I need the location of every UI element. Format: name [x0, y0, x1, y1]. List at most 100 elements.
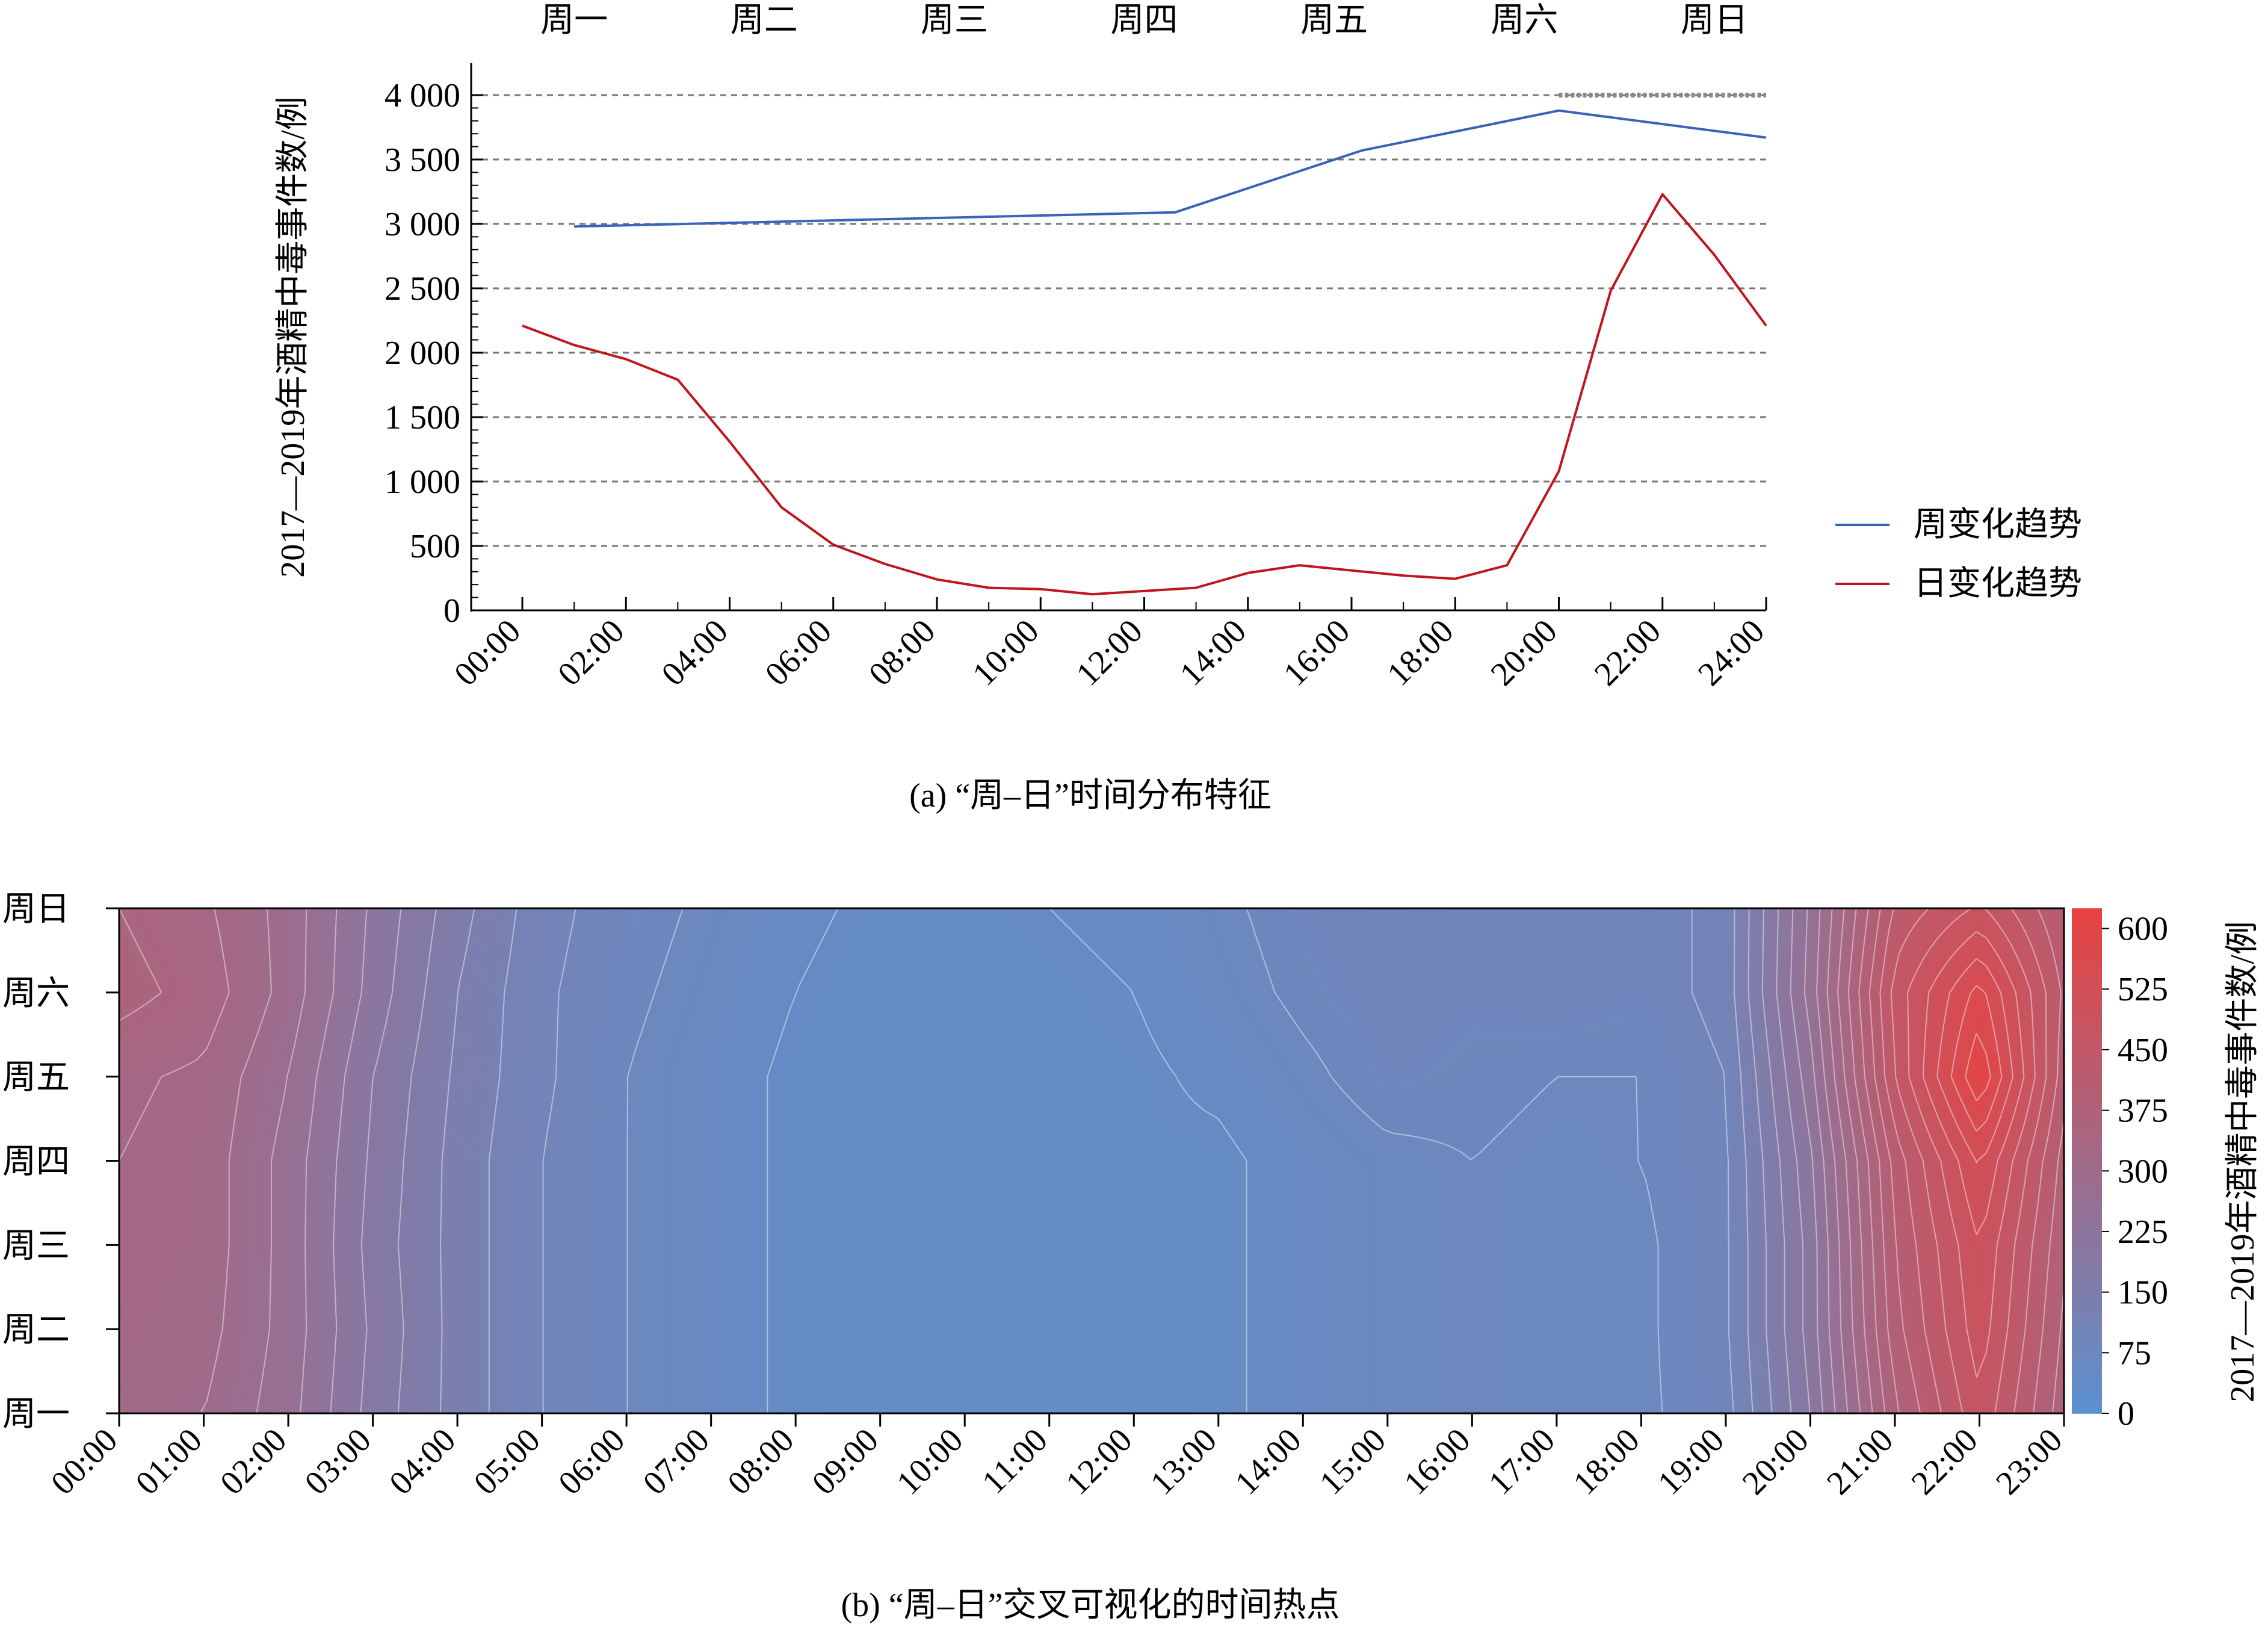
- heatmap-cell: [1197, 916, 1203, 920]
- heatmap-cell: [1968, 916, 1973, 920]
- heatmap-cell: [880, 934, 885, 938]
- heatmap-cell: [1077, 912, 1083, 916]
- heatmap-cell: [1563, 916, 1569, 920]
- heatmap-cell: [471, 937, 476, 941]
- heatmap-cell: [1467, 912, 1472, 916]
- heatmap-cell: [1693, 926, 1699, 931]
- heatmap-cell: [1636, 919, 1641, 923]
- heatmap-cell: [1785, 916, 1790, 920]
- heatmap-cell: [1597, 934, 1602, 938]
- heatmap-cell: [1708, 926, 1713, 931]
- heatmap-cell: [235, 923, 240, 927]
- heatmap-cell: [1173, 919, 1179, 923]
- heatmap-cell: [1453, 912, 1458, 916]
- heatmap-cell: [625, 926, 630, 931]
- heatmap-cell: [1342, 923, 1347, 927]
- heatmap-cell: [702, 916, 707, 920]
- heatmap-cell: [687, 934, 693, 938]
- heatmap-cell: [1130, 912, 1136, 916]
- heatmap-cell: [1231, 930, 1237, 934]
- heatmap-cell: [870, 919, 876, 923]
- heatmap-cell: [196, 934, 202, 938]
- heatmap-cell: [345, 937, 351, 941]
- heatmap-cell: [273, 937, 279, 941]
- heatmap-cell: [519, 912, 524, 916]
- heatmap-cell: [1727, 930, 1732, 934]
- heatmap-cell: [365, 916, 370, 920]
- heatmap-cell: [1457, 926, 1463, 931]
- heatmap-cell: [913, 919, 919, 923]
- heatmap-cell: [880, 919, 885, 923]
- heatmap-cell: [793, 930, 799, 934]
- heatmap-cell: [620, 930, 625, 934]
- heatmap-cell: [1597, 919, 1602, 923]
- heatmap-cell: [350, 912, 356, 916]
- heatmap-cell: [1506, 934, 1511, 938]
- heatmap-cell: [427, 926, 433, 931]
- heatmap-cell: [808, 930, 813, 934]
- heatmap-cell: [389, 934, 394, 938]
- heatmap-cell: [548, 937, 553, 941]
- heatmap-cell: [225, 930, 230, 934]
- heatmap-cell: [1756, 916, 1761, 920]
- heatmap-cell: [918, 916, 924, 920]
- heatmap-cell: [1140, 923, 1145, 927]
- heatmap-cell: [403, 919, 409, 923]
- heatmap-cell: [1000, 934, 1006, 938]
- heatmap-cell: [644, 923, 649, 927]
- heatmap-cell: [1934, 916, 1939, 920]
- heatmap-cell: [1125, 934, 1131, 938]
- heatmap-cell: [1496, 930, 1501, 934]
- heatmap-cell: [360, 912, 365, 916]
- heatmap-cell: [1544, 919, 1550, 923]
- heatmap-cell: [1559, 923, 1564, 927]
- heatmap-cell: [1438, 934, 1444, 938]
- heatmap-cell: [1717, 923, 1723, 927]
- heatmap-cell: [1544, 934, 1550, 938]
- heatmap-cell: [870, 930, 876, 934]
- heatmap-cell: [562, 912, 567, 916]
- heatmap-cell: [528, 937, 534, 941]
- heatmap-cell: [1766, 919, 1771, 923]
- x-tick-label: 02:00: [551, 612, 631, 693]
- heatmap-cell: [1419, 912, 1424, 916]
- heatmap-cell: [812, 934, 818, 938]
- heatmap-cell: [995, 934, 1001, 938]
- heatmap-cell: [1433, 930, 1439, 934]
- heatmap-cell: [278, 930, 283, 934]
- heatmap-cell: [793, 926, 799, 931]
- heatmap-cell: [885, 930, 890, 934]
- heatmap-cell: [851, 912, 856, 916]
- heatmap-cell: [1756, 926, 1761, 931]
- heatmap-cell: [702, 930, 707, 934]
- heatmap-cell: [856, 912, 861, 916]
- heatmap-cell: [273, 926, 279, 931]
- heatmap-cell: [1910, 934, 1915, 938]
- heatmap-cell: [1111, 926, 1116, 931]
- heatmap-cell: [499, 919, 505, 923]
- heatmap-cell: [317, 912, 322, 916]
- heatmap-cell: [856, 923, 861, 927]
- heatmap-cell: [1323, 923, 1328, 927]
- heatmap-cell: [283, 930, 288, 934]
- heatmap-cell: [336, 934, 341, 938]
- heatmap-cell: [456, 926, 462, 931]
- heatmap-cell: [1217, 934, 1222, 938]
- heatmap-cell: [225, 916, 230, 920]
- heatmap-cell: [1756, 930, 1761, 934]
- heatmap-cell: [1371, 916, 1376, 920]
- heatmap-cell: [933, 923, 938, 927]
- heatmap-cell: [1814, 930, 1819, 934]
- heatmap-cell: [1058, 926, 1063, 931]
- heatmap-cell: [1145, 919, 1150, 923]
- heatmap-cell: [1236, 916, 1241, 920]
- heatmap-cell: [1424, 930, 1429, 934]
- heatmap-cell: [576, 937, 582, 941]
- heatmap-cell: [495, 912, 500, 916]
- heatmap-cell: [928, 919, 933, 923]
- heatmap-cell: [1082, 919, 1087, 923]
- heatmap-cell: [928, 930, 933, 934]
- heatmap-cell: [1019, 912, 1025, 916]
- heatmap-cell: [1207, 926, 1213, 931]
- heatmap-cell: [1568, 930, 1574, 934]
